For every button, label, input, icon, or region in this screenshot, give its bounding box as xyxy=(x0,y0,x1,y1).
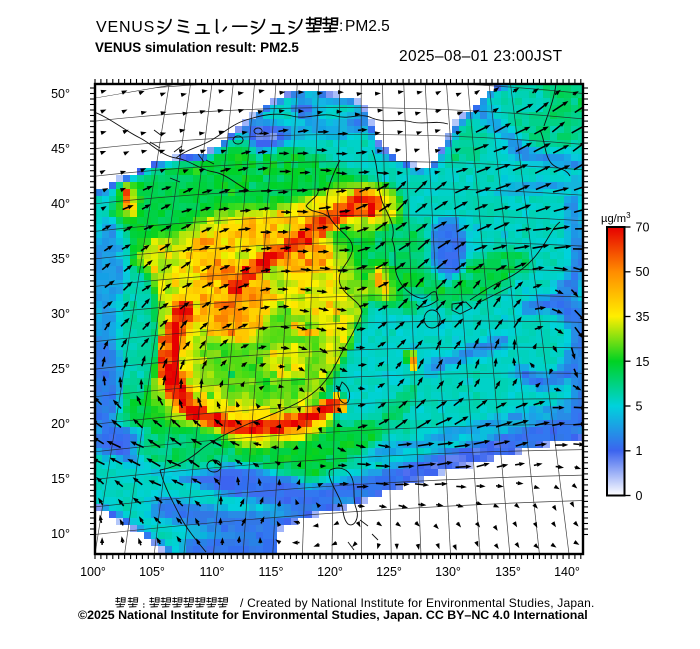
svg-text:110°: 110° xyxy=(200,565,225,579)
svg-text:120°: 120° xyxy=(317,565,343,579)
svg-text:15: 15 xyxy=(636,355,650,369)
svg-text:VENUS simulation result: PM2.5: VENUS simulation result: PM2.5 xyxy=(95,40,299,55)
svg-text:2025–08–01 23:00JST: 2025–08–01 23:00JST xyxy=(399,48,563,65)
svg-text:70: 70 xyxy=(636,221,650,235)
svg-text:0: 0 xyxy=(636,489,643,503)
svg-text:35°: 35° xyxy=(51,252,70,266)
svg-text:45°: 45° xyxy=(51,142,70,156)
svg-text:/ Created by National Institut: / Created by National Institute for Envi… xyxy=(240,596,595,610)
svg-text:50: 50 xyxy=(636,265,650,279)
svg-text:5: 5 xyxy=(636,400,643,414)
svg-text:135°: 135° xyxy=(495,565,521,579)
svg-text:15°: 15° xyxy=(51,472,70,486)
svg-text:140°: 140° xyxy=(554,565,580,579)
svg-text:105°: 105° xyxy=(139,565,165,579)
svg-text:©2025 National Institute for E: ©2025 National Institute for Environment… xyxy=(78,608,588,622)
svg-text:25°: 25° xyxy=(51,362,70,376)
svg-text:40°: 40° xyxy=(51,197,70,211)
svg-text:100°: 100° xyxy=(80,565,106,579)
svg-text:1: 1 xyxy=(636,444,643,458)
svg-text:115°: 115° xyxy=(259,565,284,579)
svg-text:20°: 20° xyxy=(51,417,70,431)
svg-text:PM2.5: PM2.5 xyxy=(345,18,390,35)
svg-text:50°: 50° xyxy=(51,87,70,101)
svg-text::: : xyxy=(339,18,343,35)
svg-text:30°: 30° xyxy=(51,307,70,321)
svg-text:35: 35 xyxy=(636,310,650,324)
svg-text:125°: 125° xyxy=(376,565,402,579)
svg-text:VENUS: VENUS xyxy=(96,19,155,36)
svg-text:10°: 10° xyxy=(51,527,70,541)
svg-text:130°: 130° xyxy=(435,565,461,579)
svg-text:µg/m3: µg/m3 xyxy=(601,211,631,225)
